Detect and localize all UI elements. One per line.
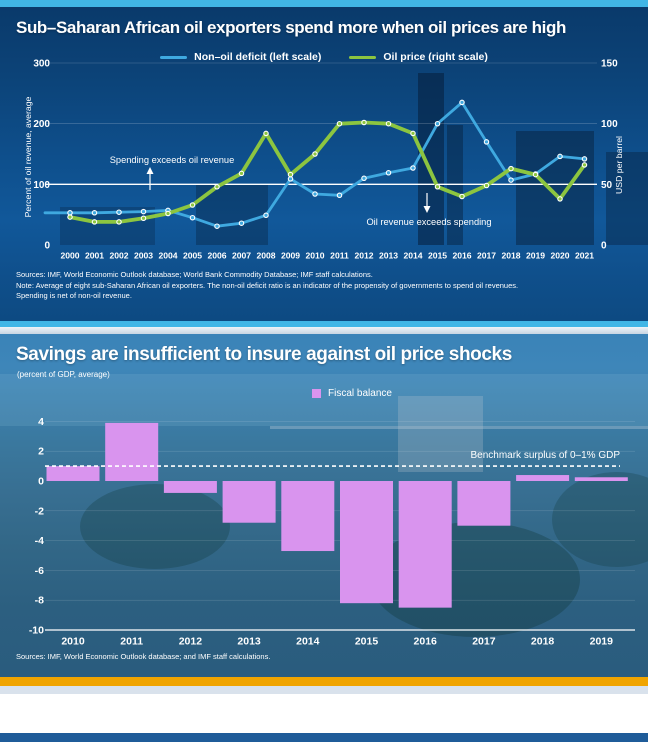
svg-text:0: 0 [601,241,607,252]
note-line: Spending is net of non-oil revenue. [16,291,132,300]
top-chart-panel: Sub–Saharan African oil exporters spend … [0,7,648,321]
legend-label: Non–oil deficit (left scale) [194,51,322,63]
skyline-silhouette [418,73,444,245]
skyline-silhouette [516,131,594,245]
svg-text:2017: 2017 [477,251,496,261]
panel-divider-accent [0,321,648,327]
svg-text:2016: 2016 [414,636,438,648]
svg-text:-10: -10 [29,625,44,637]
svg-text:2002: 2002 [109,251,128,261]
legend-label: Fiscal balance [328,388,392,399]
svg-text:2014: 2014 [296,636,320,648]
svg-text:2007: 2007 [232,251,251,261]
svg-text:2020: 2020 [550,251,569,261]
svg-text:2009: 2009 [281,251,300,261]
panel-divider-light [0,327,648,334]
top-accent-strip [0,0,648,7]
top-chart-title: Sub–Saharan African oil exporters spend … [16,18,566,37]
svg-text:2015: 2015 [355,636,379,648]
svg-text:2019: 2019 [590,636,614,648]
legend-item-non-oil-deficit: Non–oil deficit (left scale) [160,51,321,63]
building-silhouette [398,396,483,472]
footer-navy-strip [0,733,648,742]
svg-text:Oil revenue exceeds spending: Oil revenue exceeds spending [366,217,491,227]
bottom-bar-chart: 4 2 0 -2 -4 -6 -8 -10 2010 2011 2012 2013 2014 2015 20… [29,416,635,648]
svg-text:100: 100 [601,119,618,130]
svg-text:2015: 2015 [428,251,447,261]
bottom-chart-panel: Savings are insufficient to insure again… [0,334,648,677]
svg-text:2008: 2008 [256,251,275,261]
water-band [0,374,648,426]
top-chart-sources: Sources: IMF, World Economic Outlook dat… [16,270,636,302]
svg-text:Benchmark surplus of 0–1% GDP: Benchmark surplus of 0–1% GDP [470,450,620,461]
svg-text:USD per barrel: USD per barrel [614,136,624,194]
svg-text:2018: 2018 [501,251,520,261]
skyline-silhouette [606,152,648,245]
svg-text:150: 150 [601,59,618,70]
svg-text:100: 100 [33,180,50,191]
svg-text:-4: -4 [35,535,44,547]
svg-text:2001: 2001 [85,251,104,261]
svg-text:2000: 2000 [60,251,79,261]
blue-line-swatch [160,55,188,59]
svg-text:0: 0 [38,476,44,488]
svg-text:-2: -2 [35,505,44,517]
note-line: Note: Average of eight sub-Saharan Afric… [16,280,519,290]
svg-text:50: 50 [601,180,613,191]
top-chart-legend: Non–oil deficit (left scale) Oil price (… [0,51,648,63]
bottom-chart-title: Savings are insufficient to insure again… [16,344,512,365]
svg-text:2014: 2014 [403,251,422,261]
pink-bar-swatch [312,389,322,398]
svg-text:2011: 2011 [330,251,349,261]
legend-item-oil-price: Oil price (right scale) [349,51,488,63]
svg-text:2006: 2006 [207,251,226,261]
svg-text:2003: 2003 [134,251,153,261]
svg-text:2013: 2013 [237,636,261,648]
tree-silhouette [80,484,230,569]
svg-text:2017: 2017 [472,636,496,648]
bottom-chart-legend: Fiscal balance [28,388,648,399]
svg-text:-8: -8 [35,595,44,607]
svg-text:2018: 2018 [531,636,555,648]
svg-text:0: 0 [44,241,50,252]
svg-text:2012: 2012 [354,251,373,261]
svg-text:2019: 2019 [526,251,545,261]
footer-light-strip [0,686,648,694]
svg-text:2011: 2011 [120,636,143,648]
svg-text:Percent of oil revenue, averag: Percent of oil revenue, average [23,96,33,217]
svg-text:2012: 2012 [179,636,203,648]
svg-text:200: 200 [33,119,50,130]
svg-text:2010: 2010 [61,636,85,648]
footer-white-strip: ‹ Share IMF [0,694,648,733]
legend-label: Oil price (right scale) [383,51,488,63]
svg-text:-6: -6 [35,565,44,577]
tree-silhouette [552,472,648,567]
svg-text:4: 4 [38,416,44,428]
bridge-silhouette [270,426,648,429]
green-line-swatch [349,55,377,59]
bottom-chart-sources: Sources: IMF, World Economic Outlook dat… [16,652,271,661]
svg-text:2: 2 [38,446,44,458]
aerial-photo-background [0,334,648,677]
svg-text:2010: 2010 [305,251,324,261]
svg-text:2005: 2005 [183,251,202,261]
gold-divider-bar [0,677,648,686]
svg-text:2004: 2004 [158,251,177,261]
svg-text:2013: 2013 [379,251,398,261]
svg-text:2016: 2016 [452,251,471,261]
svg-text:2021: 2021 [575,251,594,261]
svg-text:Spending exceeds oil revenue: Spending exceeds oil revenue [110,155,235,165]
top-line-chart: 0 100 200 300 0 50 100 150 2000 2001 2002 2003 2004 2… [23,58,624,261]
bottom-chart-subtitle: (percent of GDP, average) [17,370,110,379]
svg-text:300: 300 [33,58,50,69]
sources-line: Sources: IMF, World Economic Outlook dat… [16,270,373,279]
